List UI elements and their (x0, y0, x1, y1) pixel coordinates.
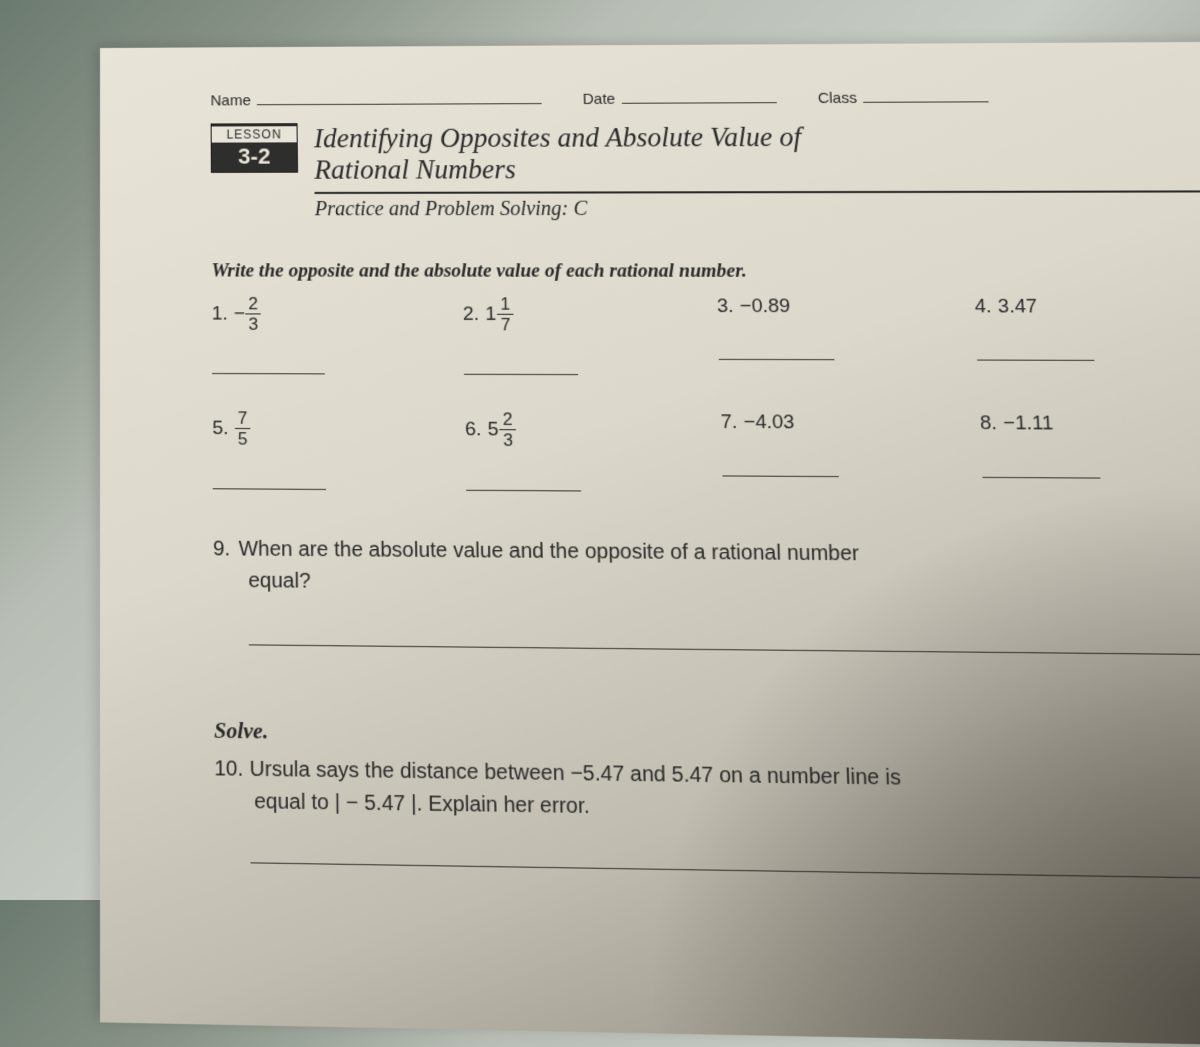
answer-blank (976, 327, 1095, 361)
q9-text-b: equal? (248, 569, 310, 593)
problem-1: 1.−23 (212, 295, 454, 375)
answer-blank (213, 456, 327, 490)
lesson-title-line2: Rational Numbers (314, 152, 1200, 186)
date-label: Date (582, 91, 615, 108)
problem-num: 8. (980, 412, 998, 434)
problem-4: 4.3.47 (974, 296, 1200, 377)
q9-text-a: When are the absolute value and the oppo… (238, 538, 859, 566)
fraction: 17 (497, 295, 514, 333)
fraction: 23 (499, 410, 516, 449)
problem-num: 3. (717, 296, 734, 318)
lesson-badge-num: 3-2 (212, 143, 297, 169)
problem-num: 6. (465, 418, 482, 440)
lesson-title-line1: Identifying Opposites and Absolute Value… (314, 120, 1200, 154)
class-blank (863, 88, 989, 103)
name-blank (257, 90, 542, 105)
lesson-header: LESSON 3-2 Identifying Opposites and Abs… (211, 120, 1200, 186)
header-fields: Name Date Class (210, 87, 1200, 109)
class-field: Class (818, 88, 989, 107)
answer-blank (721, 443, 838, 477)
whole-part: 5 (488, 418, 499, 440)
problem-num: 5. (212, 417, 228, 439)
problem-num: 4. (974, 296, 992, 318)
problem-num: 1. (212, 303, 228, 325)
problem-num: 7. (720, 411, 737, 433)
problem-5: 5.75 (212, 409, 456, 491)
title-rule (315, 190, 1200, 194)
question-10: 10. Ursula says the distance between −5.4… (214, 753, 1200, 833)
fraction: 23 (245, 295, 261, 333)
lesson-badge: LESSON 3-2 (211, 123, 298, 173)
q9-num: 9. (213, 538, 230, 561)
problem-3: 3. −0.89 (717, 296, 968, 377)
answer-blank (463, 342, 578, 376)
problem-8: 8.−1.11 (980, 412, 1200, 495)
problem-value: −0.89 (740, 296, 791, 318)
q10-num: 10. (214, 757, 243, 781)
solve-heading: Solve. (214, 718, 1200, 758)
lesson-subtitle: Practice and Problem Solving: C (315, 197, 1200, 222)
name-label: Name (210, 92, 250, 109)
q10-text-b: equal to | − 5.47 |. Explain her error. (254, 790, 590, 819)
worksheet-page: Name Date Class LESSON 3-2 Identifying O… (100, 42, 1200, 1047)
answer-blank (981, 444, 1100, 479)
problem-value: −1.11 (1003, 412, 1054, 434)
lesson-badge-top: LESSON (212, 126, 297, 143)
question-9: 9. When are the absolute value and the op… (213, 533, 1200, 605)
date-field: Date (582, 89, 776, 108)
q10-answer-line (250, 833, 1200, 879)
answer-blank (718, 327, 835, 361)
fraction: 75 (235, 409, 251, 447)
problem-value: 3.47 (997, 296, 1037, 318)
problem-num: 2. (463, 303, 480, 325)
date-blank (621, 89, 776, 104)
problems-grid: 1.−232.1173.−0.894.3.475.756.5237.−4.038… (212, 295, 1200, 496)
problem-2: 2.117 (463, 295, 709, 375)
problem-6: 6. 523 (465, 410, 713, 492)
whole-part: 1 (485, 303, 496, 325)
answer-blank (466, 457, 582, 491)
q10-text-a: Ursula says the distance between −5.47 a… (250, 758, 902, 791)
answer-blank (212, 341, 325, 374)
q9-answer-line (249, 616, 1200, 655)
sign: − (234, 303, 245, 325)
class-label: Class (818, 90, 858, 107)
problem-7: 7. −4.03 (720, 411, 972, 494)
problem-value: −4.03 (743, 411, 794, 433)
name-field: Name (210, 90, 541, 109)
title-block: Identifying Opposites and Absolute Value… (314, 120, 1200, 186)
instruction-text: Write the opposite and the absolute valu… (211, 260, 1200, 283)
